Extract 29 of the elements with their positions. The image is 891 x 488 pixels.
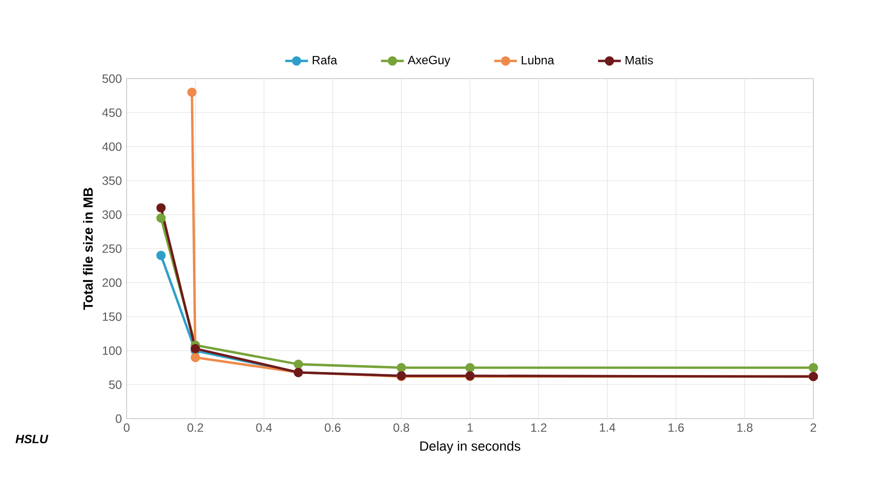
y-tick-label: 400 (102, 142, 122, 151)
x-tick-label: 1.2 (531, 423, 546, 432)
y-tick-label: 150 (102, 312, 122, 321)
legend-label: Matis (626, 56, 653, 64)
x-tick-label: 1.6 (668, 423, 684, 432)
x-tick-label: 0.6 (324, 423, 340, 432)
x-tick-label: 1.8 (737, 423, 752, 432)
x-tick-label: 1 (468, 423, 473, 432)
y-tick-label: 250 (102, 244, 122, 253)
y-tick-label: 200 (102, 278, 122, 287)
y-tick-label: 100 (102, 346, 122, 355)
y-axis-title: Total file size in MB (83, 188, 93, 310)
y-tick-label: 450 (102, 108, 122, 117)
x-tick-label: 0.8 (393, 423, 410, 432)
x-tick-label: 0.4 (256, 423, 272, 432)
x-tick-label: 1.4 (600, 423, 616, 432)
y-tick-label: 350 (102, 176, 122, 185)
y-tick-label: 0 (116, 414, 122, 423)
x-tick-label: 0.2 (187, 423, 204, 432)
x-tick-label: 2 (810, 423, 816, 432)
y-tick-label: 500 (102, 74, 122, 83)
y-tick-label: 50 (109, 380, 122, 389)
legend-label: Rafa (312, 56, 338, 64)
legend-label: Lubna (522, 56, 554, 64)
text: HSLU (16, 434, 48, 444)
x-axis-title: Delay in seconds (420, 441, 520, 454)
y-tick-label: 300 (102, 210, 122, 219)
legend-label: AxeGuy (408, 56, 450, 67)
x-tick-label: 0 (124, 423, 130, 432)
